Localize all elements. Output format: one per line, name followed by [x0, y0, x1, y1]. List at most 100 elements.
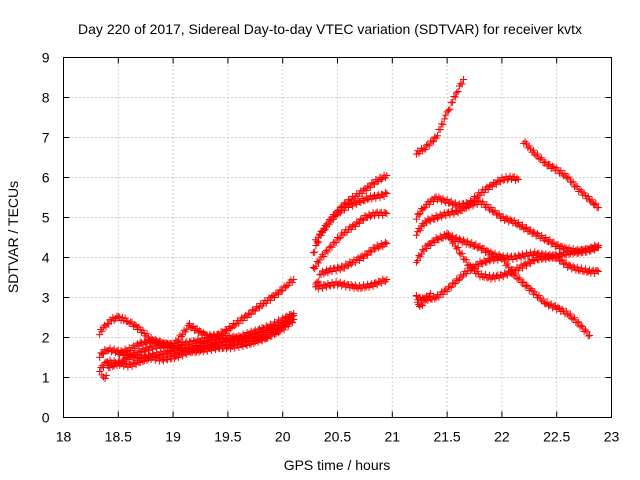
data-point — [366, 183, 374, 191]
data-point — [332, 212, 340, 220]
data-point — [320, 270, 328, 278]
data-point — [312, 262, 320, 270]
data-point — [495, 177, 503, 185]
x-tick-labels: 18 18.5 19 19.5 20 20.5 21 21.5 22 22.5 23 — [56, 429, 620, 445]
data-point — [453, 89, 461, 97]
data-point — [383, 190, 391, 197]
data-point — [573, 319, 581, 327]
data-point — [453, 245, 461, 253]
data-point — [518, 264, 526, 272]
data-point — [488, 183, 496, 191]
data-point — [324, 220, 332, 228]
data-point — [329, 216, 337, 224]
data-point — [98, 350, 106, 357]
data-point — [460, 76, 468, 83]
data-point — [444, 106, 452, 114]
data-point — [123, 348, 131, 356]
data-point — [288, 278, 296, 286]
data-point — [383, 240, 391, 247]
data-point — [364, 196, 372, 204]
data-point — [454, 244, 462, 252]
y-tick-label: 0 — [42, 410, 50, 426]
data-point — [594, 268, 602, 275]
data-point — [503, 260, 511, 268]
y-tick-labels: 0 1 2 3 4 5 6 7 8 9 — [42, 50, 50, 426]
data-point — [360, 254, 368, 262]
data-point — [412, 258, 420, 266]
data-point — [484, 185, 492, 193]
data-point — [442, 111, 450, 119]
data-point — [507, 266, 515, 274]
data-point — [131, 344, 139, 352]
data-point — [366, 213, 374, 221]
y-tick-label: 5 — [42, 210, 50, 226]
data-point — [414, 257, 422, 265]
data-point — [477, 270, 485, 278]
data-point — [276, 327, 284, 335]
data-point — [435, 293, 443, 301]
x-tick-label: 20.5 — [324, 429, 351, 445]
data-point — [462, 256, 470, 264]
data-point — [383, 276, 391, 283]
data-point — [288, 319, 296, 327]
data-point — [566, 310, 574, 318]
data-point — [480, 188, 488, 196]
data-point — [347, 260, 355, 268]
data-point — [243, 314, 251, 321]
data-point — [351, 259, 359, 267]
data-point — [454, 276, 462, 284]
data-point — [529, 146, 537, 154]
data-point — [514, 219, 522, 227]
x-tick-label: 18.5 — [105, 429, 132, 445]
data-point — [351, 222, 359, 230]
data-point — [557, 167, 565, 175]
data-point — [235, 319, 243, 327]
data-point — [139, 326, 147, 334]
data-point — [369, 282, 377, 290]
y-tick-label: 8 — [42, 90, 50, 106]
data-point — [362, 186, 370, 194]
x-tick-label: 20 — [275, 429, 291, 445]
series-track-r — [412, 290, 435, 311]
data-point — [321, 226, 329, 233]
data-point — [377, 176, 385, 184]
data-point — [196, 327, 204, 335]
data-point — [494, 211, 502, 219]
data-point — [436, 126, 444, 134]
data-point — [173, 337, 181, 345]
y-tick-label: 1 — [42, 370, 50, 386]
data-point — [471, 265, 478, 272]
data-point — [320, 224, 328, 232]
x-tick-label: 22.5 — [543, 429, 570, 445]
data-point — [483, 201, 491, 209]
data-point — [525, 142, 533, 150]
data-point — [320, 252, 328, 260]
data-point — [114, 312, 122, 320]
data-point — [468, 239, 476, 246]
data-point — [491, 207, 499, 215]
data-point — [434, 132, 442, 140]
y-tick-label: 9 — [42, 50, 50, 66]
data-point — [431, 295, 439, 303]
data-point — [513, 174, 521, 182]
data-point — [461, 205, 469, 213]
series-track-k — [412, 76, 468, 158]
data-point — [531, 288, 539, 296]
data-point — [581, 326, 589, 334]
data-point — [594, 204, 602, 211]
data-point — [420, 204, 428, 212]
data-point — [540, 159, 548, 167]
data-point — [557, 242, 565, 250]
data-point — [415, 211, 423, 219]
data-point — [418, 301, 426, 309]
data-point — [143, 356, 151, 364]
data-point — [549, 162, 557, 170]
data-point — [423, 244, 431, 252]
data-point — [584, 192, 592, 200]
data-point — [270, 293, 278, 301]
data-point — [117, 360, 125, 368]
data-point — [466, 267, 474, 275]
data-point — [344, 203, 352, 211]
data-point — [564, 174, 572, 182]
data-point — [343, 262, 351, 270]
